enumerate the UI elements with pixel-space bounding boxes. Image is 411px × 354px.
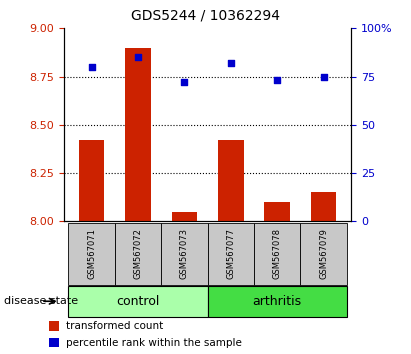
Text: GDS5244 / 10362294: GDS5244 / 10362294	[131, 9, 280, 23]
Bar	[218, 140, 244, 221]
Bar	[125, 47, 151, 221]
Text: GSM567079: GSM567079	[319, 229, 328, 279]
Bar	[208, 223, 254, 285]
Bar	[49, 338, 58, 347]
Point	[88, 64, 95, 70]
Bar	[172, 212, 197, 221]
Text: GSM567071: GSM567071	[87, 229, 96, 279]
Text: disease state: disease state	[4, 296, 78, 306]
Point	[135, 55, 141, 60]
Point	[181, 80, 188, 85]
Text: arthritis: arthritis	[253, 295, 302, 308]
Text: GSM567078: GSM567078	[272, 228, 282, 280]
Point	[320, 74, 327, 79]
Bar	[300, 223, 347, 285]
Bar	[264, 202, 290, 221]
Bar	[79, 140, 104, 221]
Bar	[68, 223, 115, 285]
Text: GSM567072: GSM567072	[134, 229, 143, 279]
Bar	[68, 286, 208, 317]
Text: transformed count: transformed count	[66, 321, 164, 331]
Point	[227, 60, 234, 66]
Bar	[254, 223, 300, 285]
Text: control: control	[116, 295, 159, 308]
Bar	[311, 192, 336, 221]
Text: percentile rank within the sample: percentile rank within the sample	[66, 338, 242, 348]
Bar	[208, 286, 347, 317]
Bar	[161, 223, 208, 285]
Bar	[49, 321, 58, 331]
Point	[274, 78, 280, 83]
Bar	[115, 223, 161, 285]
Text: GSM567073: GSM567073	[180, 228, 189, 280]
Text: GSM567077: GSM567077	[226, 228, 235, 280]
